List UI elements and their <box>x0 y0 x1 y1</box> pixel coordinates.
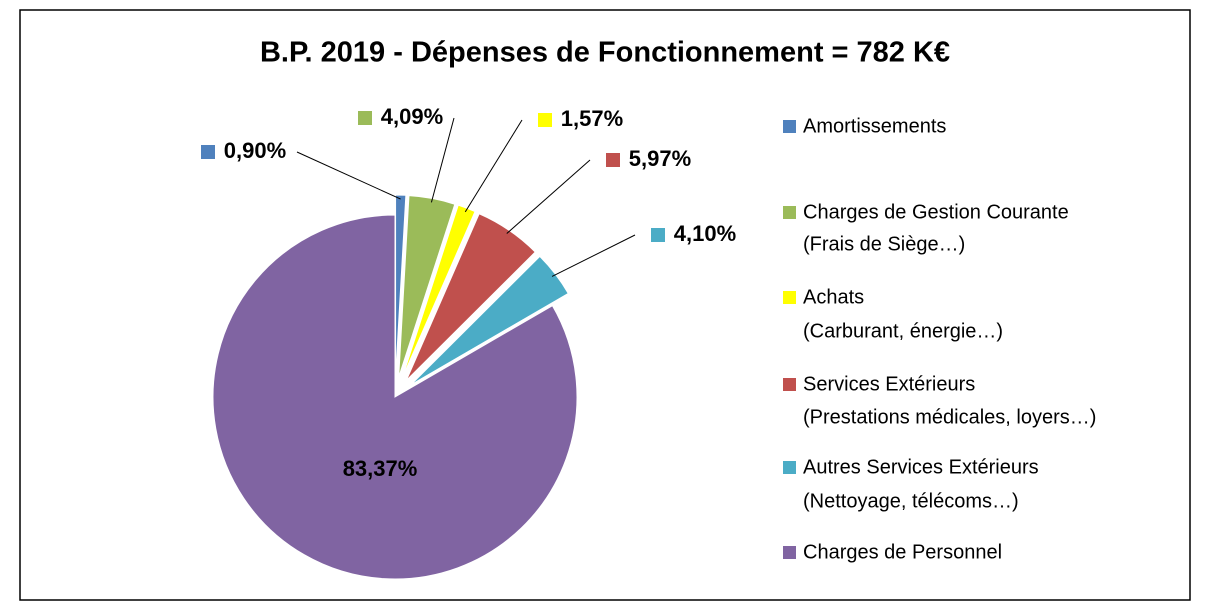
legend-label: Autres Services Extérieurs <box>803 456 1039 478</box>
chart-frame <box>19 9 1191 601</box>
pie-slice <box>410 255 569 386</box>
leader-line <box>296 151 401 200</box>
label-key <box>538 113 552 127</box>
label-key <box>651 228 665 242</box>
pie-slice <box>212 214 578 580</box>
leader-line <box>506 159 591 234</box>
legend-label: Services Extérieurs <box>803 373 975 395</box>
chart-title: B.P. 2019 - Dépenses de Fonctionnement =… <box>260 37 950 69</box>
legend-swatch <box>783 206 796 219</box>
legend-swatch <box>783 461 796 474</box>
legend-label: Charges de Gestion Courante <box>803 201 1069 223</box>
legend-swatch <box>783 120 796 133</box>
label-key <box>606 153 620 167</box>
legend-label: Charges de Personnel <box>803 541 1002 563</box>
pie-slice <box>405 213 536 381</box>
legend-label: (Prestations médicales, loyers…) <box>803 406 1096 428</box>
leader-line <box>430 117 455 203</box>
legend-swatch <box>783 546 796 559</box>
legend-swatch <box>783 378 796 391</box>
data-label: 4,09% <box>381 104 443 129</box>
label-key <box>358 111 372 125</box>
data-label: 4,10% <box>674 221 736 246</box>
leader-line <box>464 119 523 213</box>
legend-label: (Frais de Siège…) <box>803 233 965 255</box>
leader-line <box>551 234 636 277</box>
data-label: 1,57% <box>561 106 623 131</box>
legend-label: Achats <box>803 286 864 308</box>
pie-slice <box>401 204 476 379</box>
legend-label: (Nettoyage, télécoms…) <box>803 490 1019 512</box>
legend-swatch <box>783 291 796 304</box>
legend-label: (Carburant, énergie…) <box>803 320 1003 342</box>
label-key <box>201 145 215 159</box>
legend-label: Amortissements <box>803 115 946 137</box>
data-label: 5,97% <box>629 146 691 171</box>
data-label: 0,90% <box>224 138 286 163</box>
data-label: 83,37% <box>343 456 418 481</box>
pie-slice <box>395 194 407 378</box>
